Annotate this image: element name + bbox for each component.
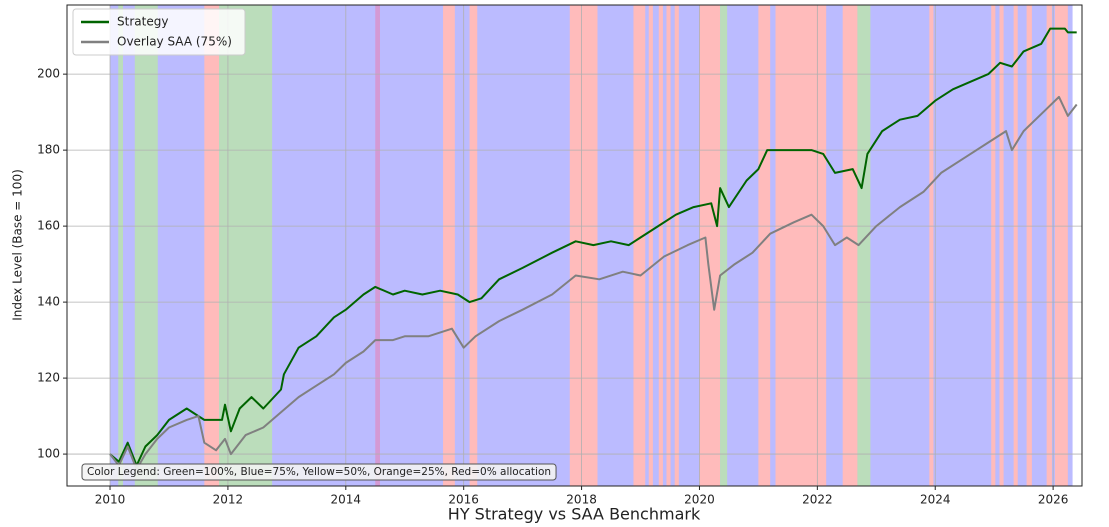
y-tick-label: 120 <box>37 371 60 385</box>
series-line <box>109 27 1077 467</box>
allocation-region <box>674 5 679 486</box>
allocation-region <box>666 5 671 486</box>
allocation-region <box>999 5 1004 486</box>
legend-label: Strategy <box>117 15 168 29</box>
y-tick-label: 100 <box>37 447 60 461</box>
x-tick-label: 2012 <box>213 493 244 507</box>
allocation-region <box>375 5 380 486</box>
x-tick-label: 2022 <box>802 493 833 507</box>
x-tick-label: 2024 <box>920 493 951 507</box>
x-axis-label: HY Strategy vs SAA Benchmark <box>448 505 701 524</box>
x-tick-label: 2026 <box>1038 493 1069 507</box>
legend-label: Overlay SAA (75%) <box>117 35 232 49</box>
allocation-region <box>134 5 158 486</box>
allocation-region <box>1026 5 1032 486</box>
allocation-region <box>1013 5 1018 486</box>
allocation-region <box>204 5 220 486</box>
x-tick-label: 2018 <box>566 493 597 507</box>
allocation-region <box>633 5 646 486</box>
legend-box <box>72 8 246 56</box>
allocation-region <box>469 5 478 486</box>
y-tick-label: 200 <box>37 67 60 81</box>
y-axis-label: Index Level (Base = 100) <box>11 169 25 321</box>
y-tick-label: 140 <box>37 295 60 309</box>
regions <box>110 5 1073 486</box>
allocation-region <box>758 5 771 486</box>
allocation-region <box>118 5 123 486</box>
allocation-region <box>443 5 455 486</box>
plot-frame <box>66 4 1083 487</box>
allocation-region <box>929 5 934 486</box>
x-tick-label: 2014 <box>331 493 362 507</box>
allocation-region <box>857 5 871 486</box>
allocation-region <box>720 5 728 486</box>
annotation-box <box>81 463 557 481</box>
allocation-region <box>1046 5 1052 486</box>
allocation-region <box>842 5 858 486</box>
x-tick-label: 2020 <box>684 493 715 507</box>
annotation: Color Legend: Green=100%, Blue=75%, Yell… <box>87 466 551 478</box>
axes: 2010 2012 2014 2016 2018 2020 2022 2024 2026 100 1… <box>37 4 1083 507</box>
allocation-region <box>648 5 653 486</box>
series-line <box>109 95 1078 471</box>
y-tick-label: 180 <box>37 143 60 157</box>
y-tick-label: 160 <box>37 219 60 233</box>
allocation-region <box>991 5 996 486</box>
allocation-region <box>658 5 663 486</box>
allocation-region <box>775 5 827 486</box>
allocation-region <box>1054 5 1068 486</box>
lines <box>109 27 1078 471</box>
allocation-region <box>699 5 721 486</box>
x-tick-label: 2016 <box>448 493 479 507</box>
grid <box>67 5 1082 486</box>
x-tick-label: 2010 <box>95 493 126 507</box>
